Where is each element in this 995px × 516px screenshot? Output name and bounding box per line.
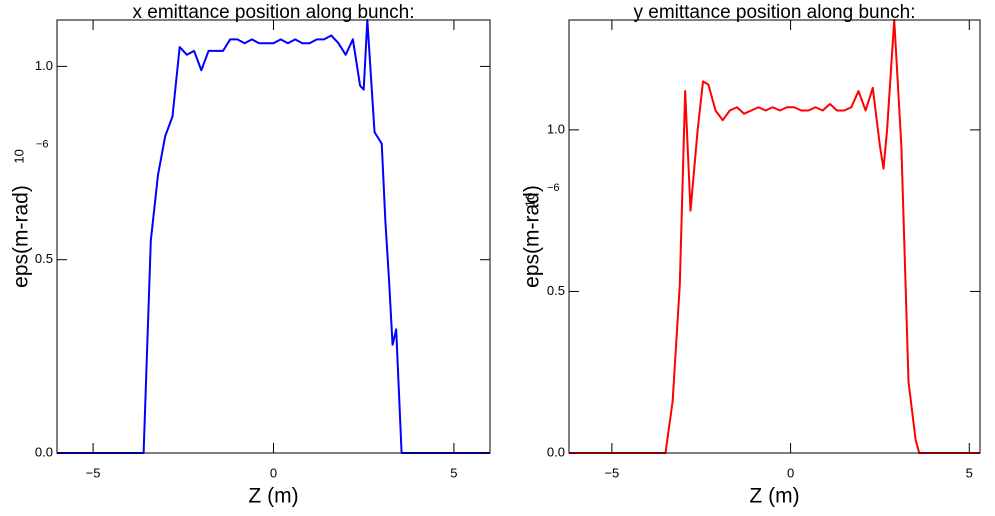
- plot-frame: [56, 19, 491, 454]
- x-tick-label: 0: [270, 465, 277, 480]
- y-scale-exp: −6: [547, 182, 560, 194]
- y-scale-base: 10: [11, 149, 26, 163]
- x-tick-label: 0: [787, 465, 794, 480]
- x-tick-label: −5: [604, 465, 619, 480]
- data-line: [569, 19, 980, 454]
- y-tick-label: 1.0: [547, 121, 565, 136]
- x-tick-label: 5: [966, 465, 973, 480]
- chart-title: x emittance position along bunch:: [132, 2, 414, 23]
- y-tick-label: 0.0: [35, 444, 53, 459]
- x-tick-label: 5: [450, 465, 457, 480]
- y-tick-label: 0.0: [547, 444, 565, 459]
- x-axis-label: Z (m): [749, 485, 799, 508]
- y-tick-label: 0.5: [547, 283, 565, 298]
- y-axis-label: eps(m-rad): [10, 185, 33, 288]
- chart-title: y emittance position along bunch:: [633, 2, 915, 23]
- data-line: [57, 19, 490, 454]
- x-tick-label: −5: [86, 465, 101, 480]
- y-tick-label: 0.5: [35, 251, 53, 266]
- x-axis-label: Z (m): [248, 485, 298, 508]
- y-axis-label: eps(m-rad): [521, 185, 544, 288]
- y-tick-label: 1.0: [35, 58, 53, 73]
- plot-frame: [568, 19, 981, 454]
- y-scale-base: 10: [522, 193, 537, 207]
- y-scale-exp: −6: [36, 138, 49, 150]
